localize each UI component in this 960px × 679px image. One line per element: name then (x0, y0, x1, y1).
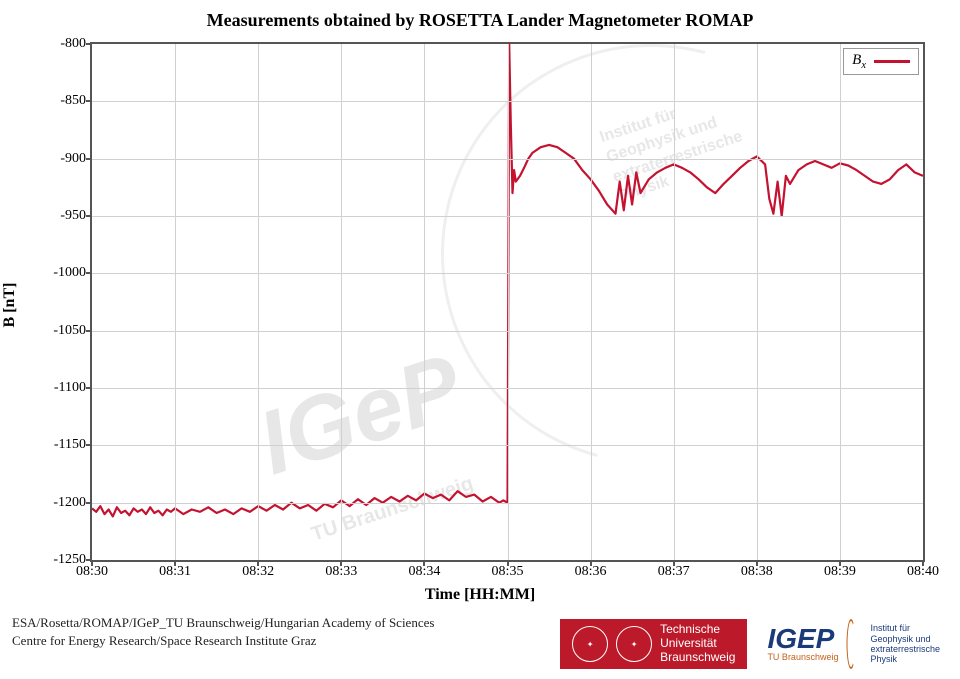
grid-v (258, 44, 259, 560)
grid-h (92, 331, 923, 332)
ytick-label: -1000 (26, 265, 86, 281)
grid-h (92, 216, 923, 217)
igep-arc-icon (847, 619, 856, 669)
ytick-label: -850 (26, 93, 86, 109)
igep-mark-block: IGEP TU Braunschweig (767, 626, 838, 661)
ytick-label: -800 (26, 36, 86, 52)
xtick-label: 08:36 (575, 564, 607, 580)
igep-d1: Institut für (870, 623, 940, 633)
chart-container: Measurements obtained by ROSETTA Lander … (0, 0, 960, 610)
grid-h (92, 445, 923, 446)
legend: Bx (843, 48, 919, 75)
grid-v (508, 44, 509, 560)
grid-h (92, 388, 923, 389)
xtick-label: 08:37 (658, 564, 690, 580)
igep-sub-text: TU Braunschweig (767, 652, 838, 662)
grid-v (757, 44, 758, 560)
attribution-footer: ESA/Rosetta/ROMAP/IGeP_TU Braunschweig/H… (12, 614, 434, 649)
footer-line-2: Centre for Energy Research/Space Researc… (12, 632, 434, 650)
xtick-label: 08:39 (824, 564, 856, 580)
plot-area: IGeP TU Braunschweig Institut fürGeophys… (90, 42, 925, 562)
ytick-label: -1250 (26, 552, 86, 568)
legend-swatch (874, 60, 910, 63)
tu-logo-text: Technische Universität Braunschweig (660, 623, 735, 664)
ytick-label: -900 (26, 151, 86, 167)
grid-v (341, 44, 342, 560)
igep-d2: Geophysik und (870, 634, 940, 644)
tu-text-1: Technische (660, 623, 735, 637)
ytick-label: -1200 (26, 495, 86, 511)
tu-text-3: Braunschweig (660, 651, 735, 665)
xtick-label: 08:38 (741, 564, 773, 580)
ytick-label: -950 (26, 208, 86, 224)
chart-title: Measurements obtained by ROSETTA Lander … (0, 10, 960, 31)
y-axis-label: B [nT] (1, 283, 19, 328)
grid-h (92, 101, 923, 102)
ytick-label: -1050 (26, 323, 86, 339)
igep-logo: IGEP TU Braunschweig Institut für Geophy… (767, 619, 940, 669)
tu-text-2: Universität (660, 637, 735, 651)
grid-h (92, 273, 923, 274)
xtick-label: 08:34 (408, 564, 440, 580)
grid-v (591, 44, 592, 560)
legend-label: Bx (852, 52, 866, 71)
x-axis-label: Time [HH:MM] (425, 586, 535, 604)
igep-d4: Physik (870, 654, 940, 664)
igep-desc: Institut für Geophysik und extraterrestr… (864, 623, 940, 664)
grid-v (674, 44, 675, 560)
grid-h (92, 159, 923, 160)
xtick-label: 08:40 (907, 564, 939, 580)
grid-h (92, 503, 923, 504)
ytick-label: -1100 (26, 380, 86, 396)
tu-seal-icon: ✦ (572, 626, 608, 662)
footer-line-1: ESA/Rosetta/ROMAP/IGeP_TU Braunschweig/H… (12, 614, 434, 632)
xtick-label: 08:32 (242, 564, 274, 580)
ytick-label: -1150 (26, 437, 86, 453)
igep-mark-text: IGEP (767, 626, 838, 651)
xtick-label: 08:31 (159, 564, 191, 580)
logo-strip: ✦ ✦ Technische Universität Braunschweig … (560, 619, 940, 669)
tu-braunschweig-logo: ✦ ✦ Technische Universität Braunschweig (560, 619, 747, 669)
xtick-label: 08:33 (325, 564, 357, 580)
grid-v (175, 44, 176, 560)
grid-v (840, 44, 841, 560)
xtick-label: 08:35 (492, 564, 524, 580)
tu-seal-icon: ✦ (616, 626, 652, 662)
igep-d3: extraterrestrische (870, 644, 940, 654)
grid-v (424, 44, 425, 560)
